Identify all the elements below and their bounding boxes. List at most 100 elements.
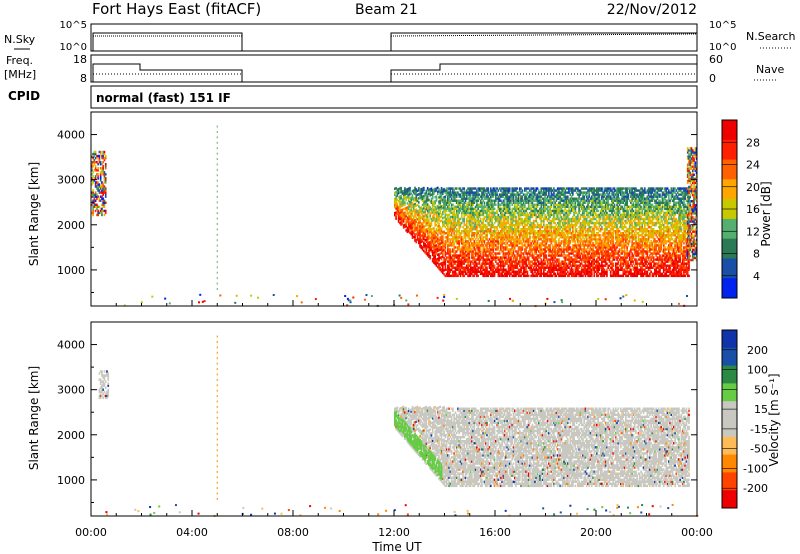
data-cell	[404, 207, 406, 210]
data-cell	[441, 239, 444, 242]
data-cell	[448, 232, 450, 235]
data-cell	[458, 246, 461, 249]
data-cell	[416, 203, 419, 207]
data-cell	[435, 207, 438, 210]
data-cell	[414, 188, 416, 192]
data-cell	[467, 274, 469, 278]
data-cell	[462, 205, 464, 209]
data-cell	[431, 203, 434, 206]
data-cell	[92, 181, 94, 184]
data-cell	[424, 210, 426, 214]
data-cell	[411, 224, 414, 227]
data-cell	[103, 171, 106, 174]
data-cell	[434, 238, 437, 241]
data-cell	[103, 187, 106, 190]
data-cell	[477, 232, 479, 235]
data-cell	[447, 191, 449, 194]
data-cell	[399, 215, 401, 219]
data-cell	[476, 203, 478, 207]
data-cell	[424, 234, 426, 238]
data-cell	[469, 223, 472, 227]
data-cell	[459, 266, 462, 269]
data-cell	[402, 197, 405, 201]
data-cell	[439, 256, 442, 260]
data-cell	[462, 246, 464, 249]
data-cell	[469, 191, 472, 194]
data-cell	[431, 188, 434, 192]
data-cell	[401, 216, 404, 220]
data-cell	[444, 240, 447, 243]
data-cell	[406, 194, 409, 197]
data-cell	[402, 189, 405, 193]
data-cell	[478, 187, 481, 190]
data-cell	[419, 188, 421, 191]
data-cell	[468, 234, 471, 237]
data-cell	[478, 244, 481, 247]
data-cell	[394, 197, 396, 201]
data-cell	[434, 208, 437, 211]
data-cell	[101, 185, 103, 188]
data-cell	[429, 230, 432, 234]
data-cell	[459, 234, 462, 237]
data-cell	[103, 189, 106, 192]
data-cell	[472, 191, 474, 194]
data-cell	[444, 252, 447, 255]
data-cell	[455, 240, 458, 243]
data-cell	[412, 225, 415, 229]
data-cell	[483, 232, 486, 235]
data-cell	[397, 189, 400, 193]
data-cell	[101, 171, 103, 174]
data-cell	[421, 187, 424, 190]
data-cell	[453, 191, 455, 194]
data-cell	[449, 187, 452, 190]
data-cell	[447, 264, 449, 267]
data-cell	[464, 240, 467, 243]
data-cell	[471, 207, 473, 211]
data-cell	[426, 197, 429, 200]
freq-strip-frame	[90, 54, 698, 83]
data-cell	[479, 264, 482, 267]
data-cell	[455, 256, 458, 259]
data-cell	[481, 195, 483, 198]
data-cell	[468, 256, 471, 259]
data-cell	[407, 230, 410, 233]
data-cell	[464, 191, 467, 194]
data-cell	[104, 173, 107, 176]
data-cell	[435, 211, 438, 215]
data-cell	[455, 209, 458, 213]
data-cell	[438, 208, 440, 211]
data-cell	[473, 248, 476, 251]
data-cell	[473, 234, 476, 237]
data-cell	[417, 231, 420, 235]
data-cell	[448, 262, 450, 265]
data-cell	[423, 225, 425, 228]
data-cell	[457, 203, 459, 207]
data-cell	[406, 190, 409, 193]
data-cell	[464, 201, 467, 204]
data-cell	[483, 274, 486, 278]
data-cell	[425, 220, 428, 223]
data-cell	[481, 207, 483, 211]
data-cell	[477, 197, 479, 200]
data-cell	[399, 199, 401, 202]
data-cell	[477, 270, 479, 274]
data-cell	[420, 234, 423, 238]
data-cell	[412, 189, 415, 192]
data-cell	[430, 238, 433, 241]
data-cell	[433, 239, 435, 242]
data-cell	[404, 187, 406, 190]
data-cell	[482, 252, 485, 255]
data-cell	[409, 203, 411, 206]
data-cell	[430, 199, 433, 203]
data-cell	[447, 221, 449, 225]
data-cell	[459, 236, 462, 239]
data-cell	[414, 235, 416, 238]
data-cell	[462, 211, 464, 215]
data-cell	[429, 190, 432, 193]
data-cell	[98, 199, 101, 202]
data-cell	[438, 230, 440, 234]
noise-strip-frame	[90, 23, 698, 52]
data-cell	[444, 242, 447, 245]
data-cell	[98, 154, 101, 158]
data-cell	[431, 227, 434, 230]
